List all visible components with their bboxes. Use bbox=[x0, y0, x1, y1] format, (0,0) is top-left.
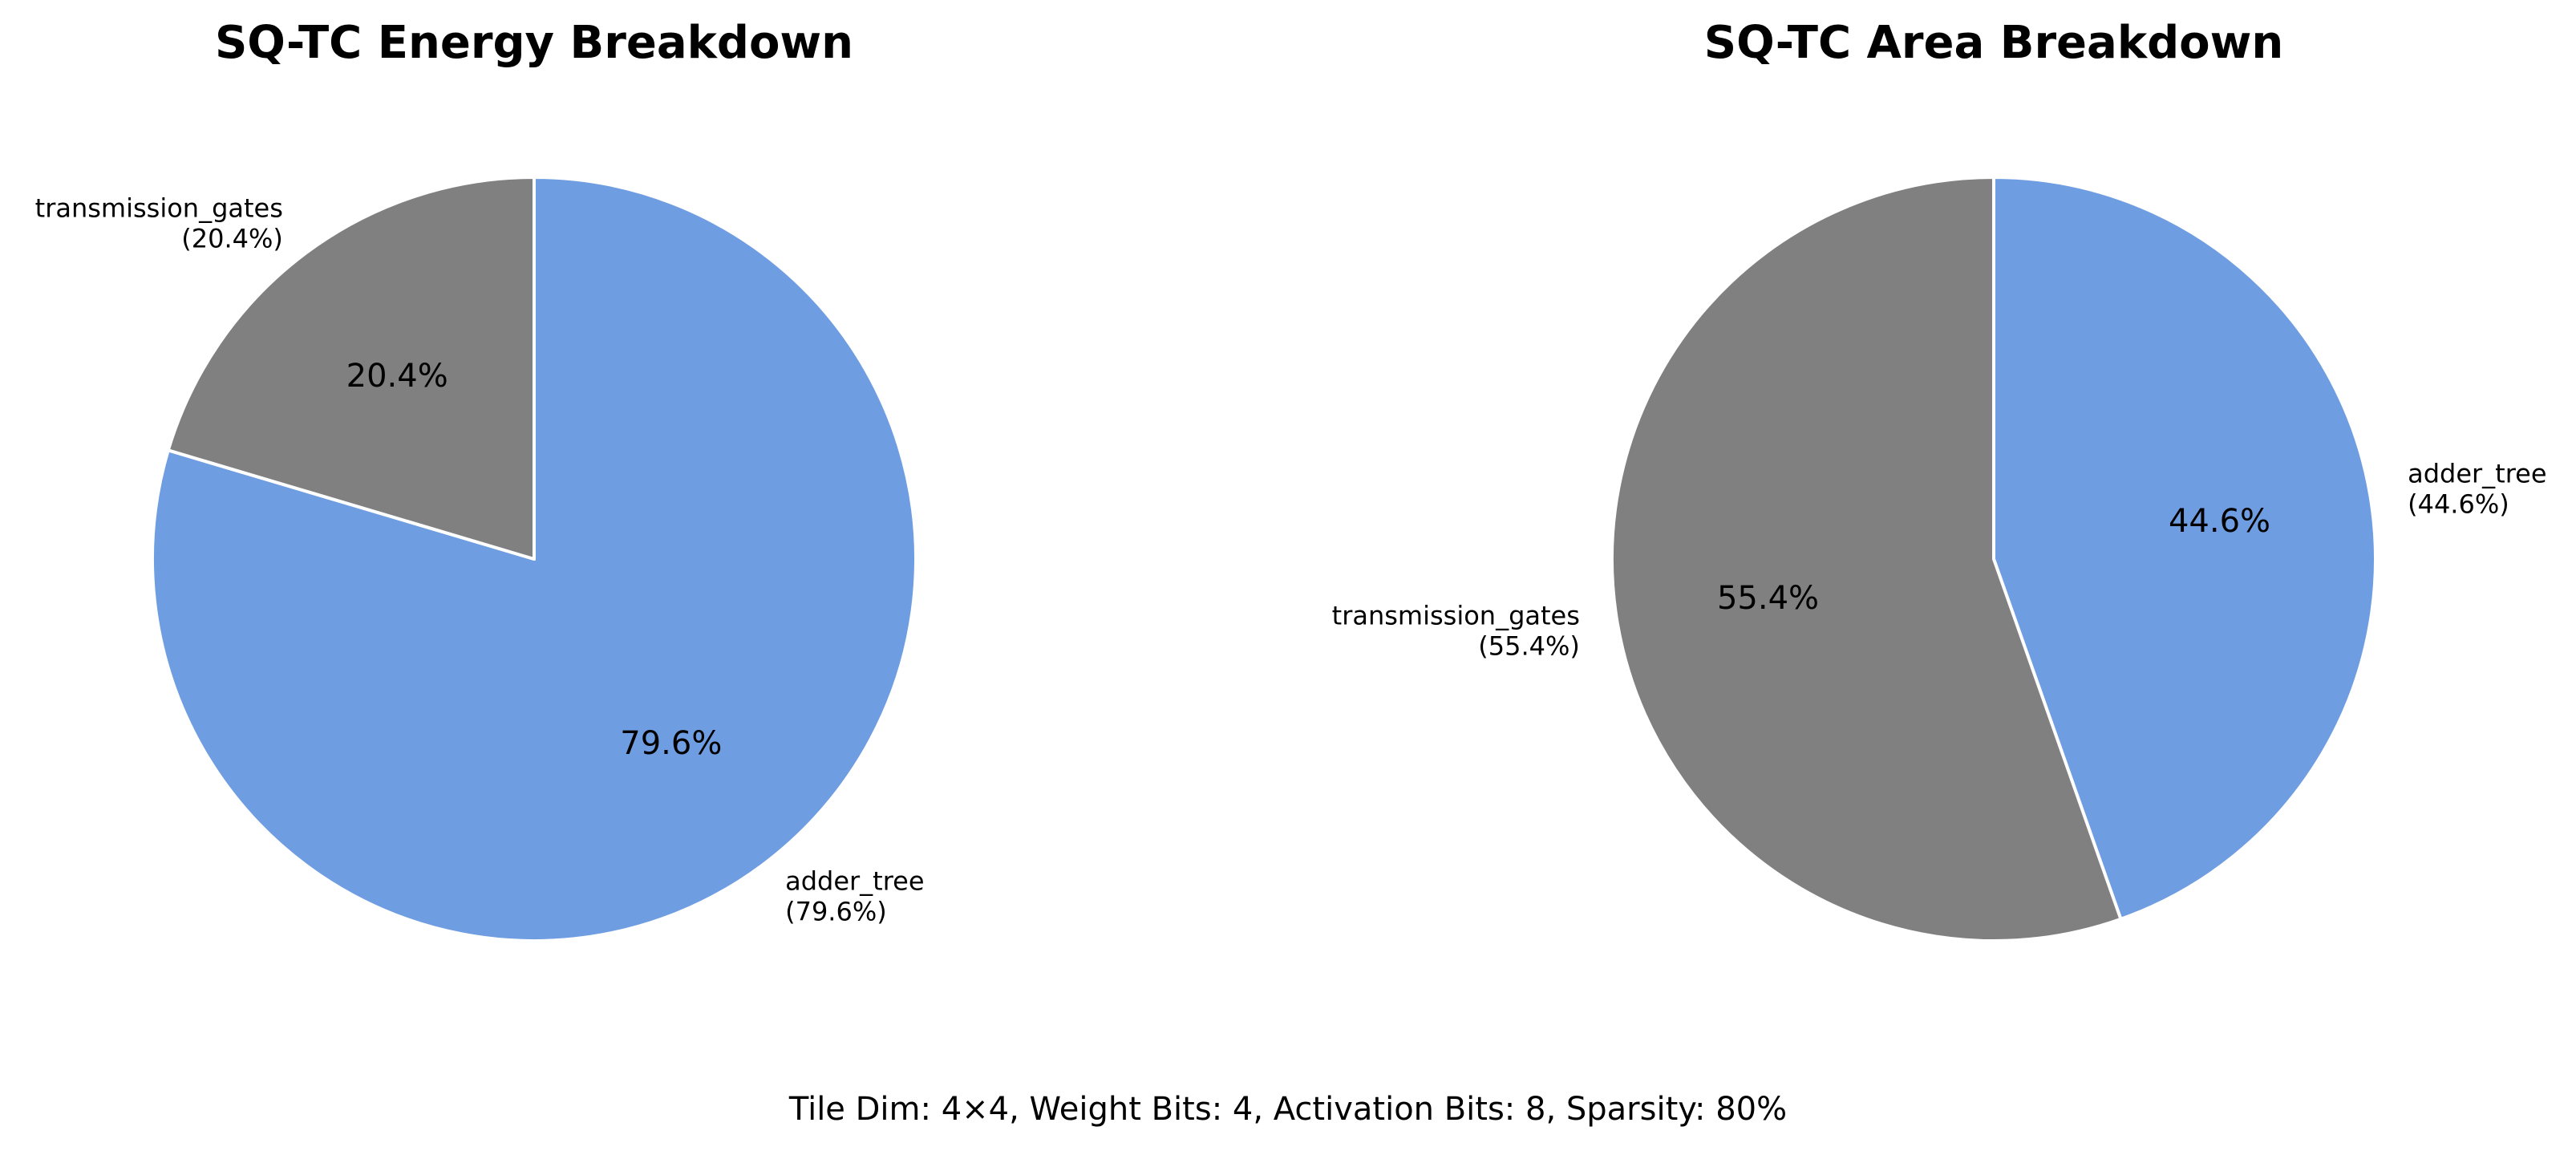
area-chart: SQ-TC Area Breakdown 44.6% adder_tree (44.… bbox=[1332, 17, 2547, 942]
energy-pie-labels: 79.6% adder_tree (79.6%) 20.4% transmission_… bbox=[35, 193, 925, 926]
energy-chart-title: SQ-TC Energy Breakdown bbox=[215, 17, 853, 69]
energy-outer-label-transmission-gates: transmission_gates (20.4%) bbox=[35, 193, 283, 253]
area-pct-label-adder-tree: 44.6% bbox=[2169, 503, 2270, 540]
area-outer-label-adder-tree: adder_tree (44.6%) bbox=[2408, 459, 2546, 520]
area-slice-adder-tree bbox=[1992, 176, 2377, 921]
figure-footer-note: Tile Dim: 4×4, Weight Bits: 4, Activatio… bbox=[788, 1091, 1787, 1128]
energy-outer-label-adder-tree: adder_tree (79.6%) bbox=[785, 866, 924, 927]
area-slice-transmission-gates bbox=[1610, 176, 2123, 942]
energy-slice-transmission-gates bbox=[166, 176, 536, 561]
energy-pct-label-adder-tree: 79.6% bbox=[620, 725, 722, 762]
energy-chart: SQ-TC Energy Breakdown 79.6% adder_tree (7… bbox=[35, 17, 925, 942]
area-chart-title: SQ-TC Area Breakdown bbox=[1704, 17, 2283, 69]
area-pie-labels: 44.6% adder_tree (44.6%) 55.4% transmission_… bbox=[1332, 459, 2547, 662]
area-pct-label-transmission-gates: 55.4% bbox=[1717, 580, 1819, 617]
energy-pct-label-transmission-gates: 20.4% bbox=[346, 358, 448, 395]
energy-pie-slices bbox=[151, 176, 917, 942]
area-pie-slices bbox=[1610, 176, 2377, 942]
area-outer-label-transmission-gates: transmission_gates (55.4%) bbox=[1332, 600, 1580, 661]
